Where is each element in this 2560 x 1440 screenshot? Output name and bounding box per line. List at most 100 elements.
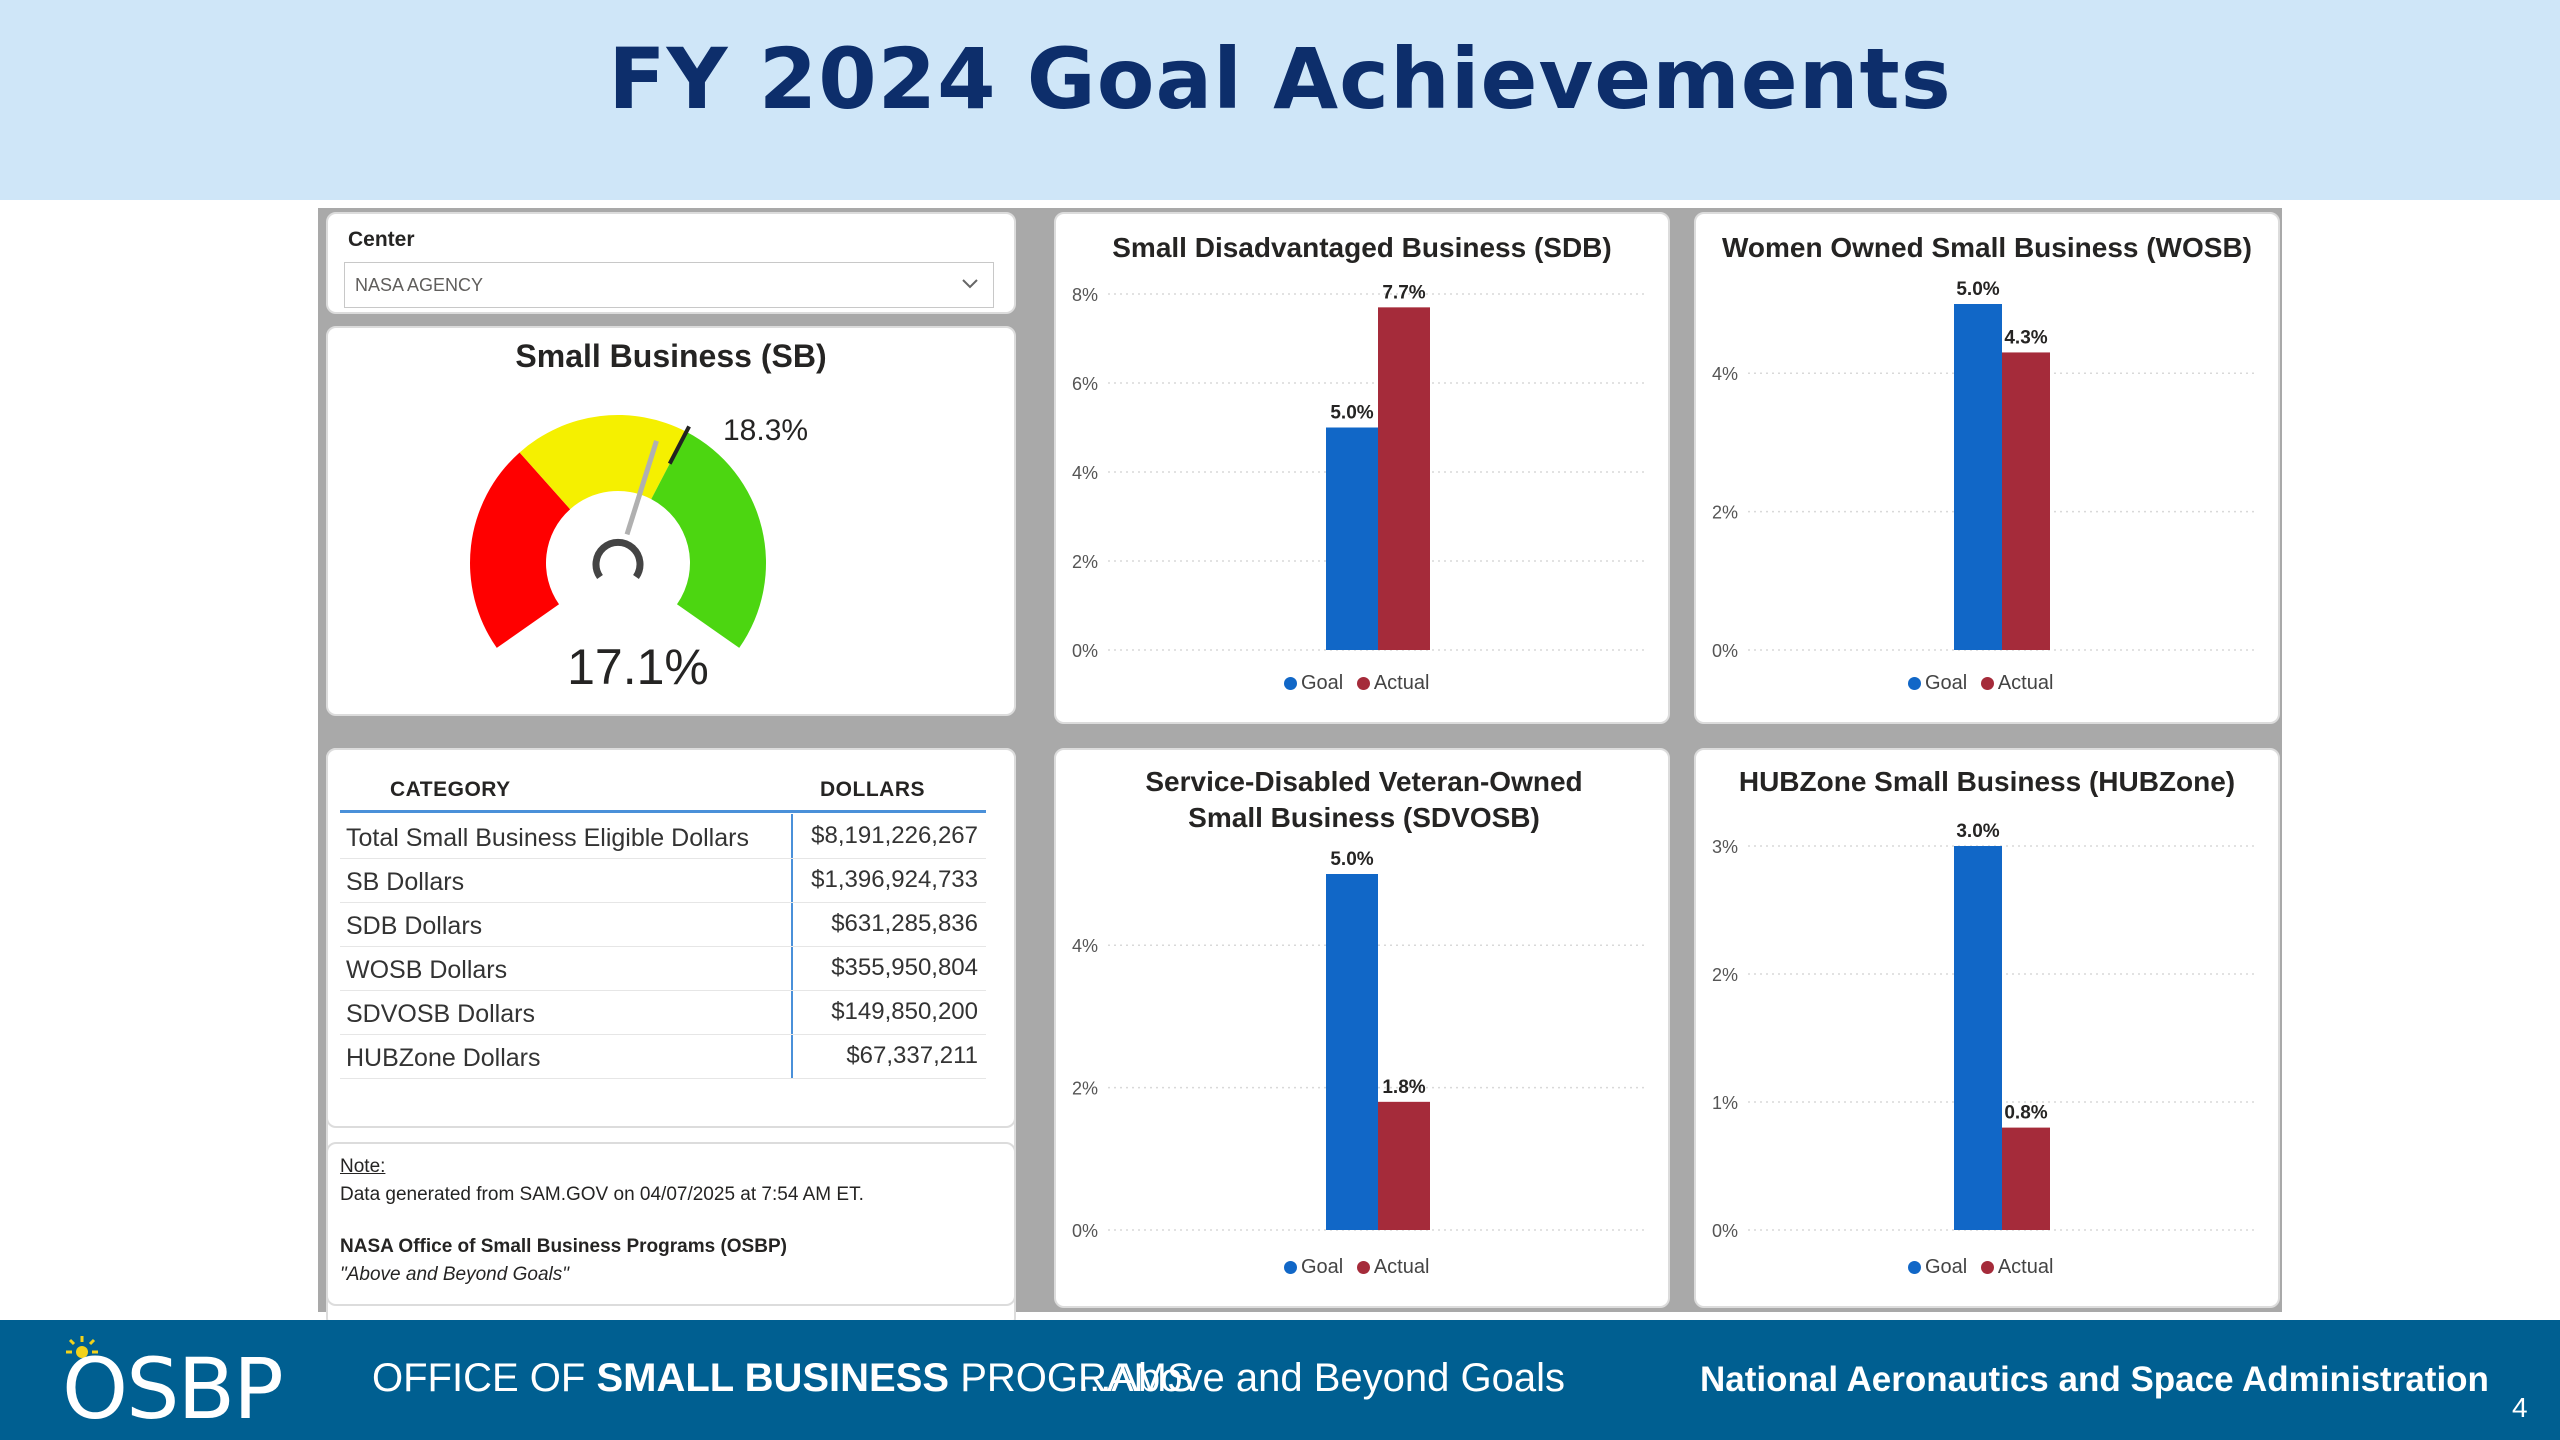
y-tick-label: 4% [1072,463,1098,483]
y-tick-label: 0% [1712,1221,1738,1241]
table-row: Total Small Business Eligible Dollars $8… [340,814,986,859]
header-divider [340,810,986,813]
hubzone-chart-card: HUBZone Small Business (HUBZone) 0% 1% 2% 3… [1694,748,2280,1308]
data-label: 4.3% [2004,327,2047,348]
actual-bar [1378,307,1430,650]
gauge-needle [624,440,659,536]
sun-icon [66,1336,98,1358]
header-category: CATEGORY [390,778,511,801]
center-slicer: Center NASA AGENCY [326,212,1016,314]
gauge-card: Small Business (SB) 18.3% 17.1% [326,326,1016,716]
y-tick-label: 2% [1072,1079,1098,1099]
table-row: SDB Dollars $631,285,836 [340,902,986,947]
sdvosb-chart-card: Service-Disabled Veteran-Owned Small Bus… [1054,748,1670,1308]
actual-legend-dot [1356,677,1370,691]
gauge-chart [470,415,766,648]
y-tick-label: 4% [1712,364,1738,384]
cell-category: HUBZone Dollars [346,1044,541,1072]
table-row: SB Dollars $1,396,924,733 [340,858,986,903]
actual-bar [2002,1127,2050,1230]
cell-dollars: $1,396,924,733 [811,866,978,893]
legend-goal: Goal [1925,1256,1968,1279]
note-card: Note: Data generated from SAM.GOV on 04/… [326,1142,1016,1306]
sdb-chart-card: Small Disadvantaged Business (SDB) 0% 2% 4… [1054,212,1670,724]
slide-title: FY 2024 Goal Achievements [608,30,1952,128]
legend-actual: Actual [1373,1256,1430,1279]
table-row: WOSB Dollars $355,950,804 [340,946,986,991]
goal-legend-dot [1908,677,1921,691]
cell-category: SB Dollars [346,868,465,896]
title-band [0,0,2560,200]
footer-tagline: ...Above and Beyond Goals [1078,1356,1565,1400]
chart-title: Service-Disabled Veteran-Owned Small Bus… [1145,766,1583,833]
y-tick-label: 1% [1712,1093,1738,1113]
y-tick-label: 3% [1712,837,1738,857]
header-dollars: DOLLARS [820,778,925,801]
legend-goal: Goal [1301,1256,1344,1279]
agency-name: National Aeronautics and Space Administr… [1700,1360,2489,1399]
cell-category: WOSB Dollars [346,956,508,984]
data-label: 1.8% [1382,1077,1425,1098]
slicer-label: Center [348,228,415,251]
cell-dollars: $631,285,836 [831,910,978,937]
cell-dollars: $355,950,804 [831,954,978,981]
dashboard-panel: Center NASA AGENCY Small Business (SB) 1… [318,208,2282,1328]
sdvosb-chart: 0% 2% 4% 5.0% 1.8% [1072,849,1648,1241]
actual-legend-dot [1980,1261,1994,1275]
data-label: 3.0% [1956,821,1999,842]
y-tick-label: 0% [1712,641,1738,661]
legend-goal: Goal [1925,672,1968,695]
osbp-logo: OSBP [62,1340,284,1438]
legend-actual: Actual [1997,1256,2054,1279]
goal-bar [1326,427,1378,650]
chart-legend: Goal Actual [1284,672,1437,695]
data-label: 0.8% [2004,1103,2047,1124]
goal-bar [1954,304,2002,650]
y-tick-label: 2% [1712,965,1738,985]
data-label: 5.0% [1956,279,1999,300]
gauge-target-label: 18.3% [723,414,809,447]
chart-legend: Goal Actual [1908,1256,2061,1279]
cell-category: SDVOSB Dollars [346,1000,535,1028]
gauge-value-label: 17.1% [567,639,709,695]
wosb-chart: 0% 2% 4% 5.0% 4.3% [1712,279,2258,661]
dropdown-value: NASA AGENCY [355,275,484,295]
data-label: 5.0% [1330,403,1373,424]
y-tick-label: 4% [1072,936,1098,956]
cell-category: SDB Dollars [346,912,483,940]
note-label: Note: [340,1156,386,1177]
y-tick-label: 6% [1072,374,1098,394]
page-number: 4 [2512,1392,2528,1423]
cell-category: Total Small Business Eligible Dollars [346,824,749,852]
cell-dollars: $149,850,200 [831,998,978,1025]
chart-title: HUBZone Small Business (HUBZone) [1738,766,2236,797]
dollars-table: CATEGORY DOLLARS Total Small Business El… [326,748,1016,1128]
center-dropdown[interactable]: NASA AGENCY [344,262,994,308]
chart-title: Small Disadvantaged Business (SDB) [1112,232,1612,263]
legend-actual: Actual [1997,672,2054,695]
actual-bar [2002,352,2050,650]
goal-legend-dot [1284,677,1297,691]
note-motto: "Above and Beyond Goals" [340,1264,569,1285]
sdb-chart: 0% 2% 4% 6% 8% 5.0% 7.7% [1072,282,1648,661]
y-tick-label: 0% [1072,641,1098,661]
y-tick-label: 2% [1712,503,1738,523]
actual-legend-dot [1980,677,1994,691]
goal-legend-dot [1284,1261,1297,1275]
y-tick-label: 0% [1072,1221,1098,1241]
gauge-title: Small Business (SB) [515,338,827,374]
chart-title: Women Owned Small Business (WOSB) [1721,232,2252,263]
chevron-down-icon[interactable] [959,272,981,294]
note-text: Data generated from SAM.GOV on 04/07/202… [340,1184,864,1205]
table-row: HUBZone Dollars $67,337,211 [340,1034,986,1079]
y-tick-label: 8% [1072,285,1098,305]
cell-dollars: $67,337,211 [846,1042,978,1069]
actual-bar [1378,1101,1430,1230]
chart-legend: Goal Actual [1908,672,2061,695]
gauge-band [651,431,766,648]
goal-legend-dot [1908,1261,1921,1275]
goal-bar [1954,846,2002,1230]
actual-legend-dot [1356,1261,1370,1275]
cell-dollars: $8,191,226,267 [811,822,978,849]
office-bold: SMALL BUSINESS [596,1356,950,1400]
